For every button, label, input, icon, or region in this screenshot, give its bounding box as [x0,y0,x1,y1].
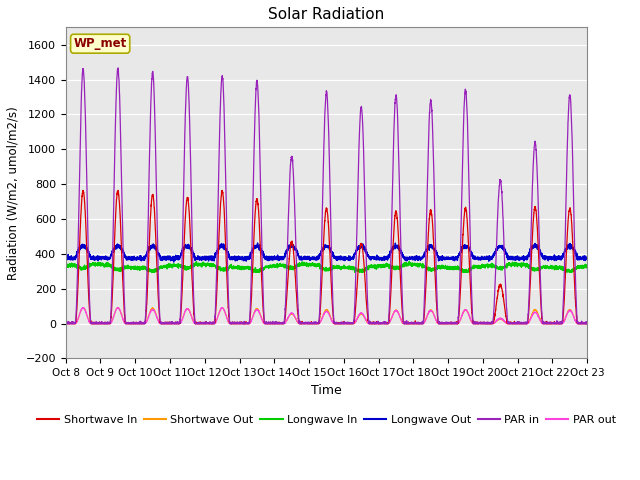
PAR in [62,319,70,325]
Longwave Out [253,240,261,246]
Shortwave Out [307,320,315,326]
PAR in [583,321,591,326]
PAR in [307,321,315,326]
Shortwave In [307,321,315,326]
Longwave Out [415,257,422,263]
PAR in [156,312,163,317]
PAR in [444,321,451,326]
PAR out [415,321,422,326]
Shortwave Out [444,321,451,326]
Shortwave In [583,320,591,326]
Shortwave Out [79,305,86,311]
Shortwave Out [415,321,422,326]
Longwave Out [156,254,163,260]
Shortwave In [583,321,591,326]
PAR out [583,321,591,326]
Longwave In [156,266,163,272]
PAR in [415,321,422,326]
Longwave In [62,263,70,269]
Longwave Out [444,256,451,262]
PAR out [583,321,591,326]
PAR in [62,321,70,326]
Shortwave In [62,321,70,326]
PAR in [115,65,122,71]
Longwave Out [307,255,315,261]
Shortwave Out [156,320,163,326]
Shortwave In [415,320,422,326]
Shortwave In [473,321,481,326]
Text: WP_met: WP_met [74,37,127,50]
Longwave Out [583,255,591,261]
X-axis label: Time: Time [311,384,342,397]
Longwave Out [583,254,591,260]
Shortwave In [444,321,451,326]
Line: Longwave In: Longwave In [66,261,587,272]
Longwave In [473,265,481,271]
Shortwave In [62,320,70,326]
Longwave In [583,262,591,268]
Longwave In [148,269,156,275]
PAR out [62,321,70,326]
Shortwave Out [583,321,591,326]
Line: Shortwave Out: Shortwave Out [66,308,587,324]
Longwave In [444,265,451,271]
Shortwave Out [473,321,481,326]
PAR out [62,321,70,326]
Line: Longwave Out: Longwave Out [66,243,587,262]
Longwave In [307,263,315,268]
Line: PAR in: PAR in [66,68,587,324]
Shortwave Out [62,321,70,326]
Longwave Out [62,255,70,261]
PAR out [473,321,481,326]
Longwave In [415,262,422,268]
Shortwave Out [583,321,591,326]
Longwave In [583,264,591,270]
Legend: Shortwave In, Shortwave Out, Longwave In, Longwave Out, PAR in, PAR out: Shortwave In, Shortwave Out, Longwave In… [33,410,620,429]
PAR in [473,321,481,326]
Shortwave In [156,316,163,322]
PAR in [583,321,591,326]
Longwave Out [170,259,177,265]
PAR out [444,321,451,326]
Line: Shortwave In: Shortwave In [66,191,587,324]
Y-axis label: Radiation (W/m2, umol/m2/s): Radiation (W/m2, umol/m2/s) [7,106,20,280]
Shortwave In [115,188,122,193]
Longwave In [406,258,413,264]
PAR out [218,305,226,311]
Title: Solar Radiation: Solar Radiation [268,7,385,22]
Line: PAR out: PAR out [66,308,587,324]
PAR out [307,321,315,326]
PAR out [156,320,163,325]
Longwave Out [473,255,481,261]
